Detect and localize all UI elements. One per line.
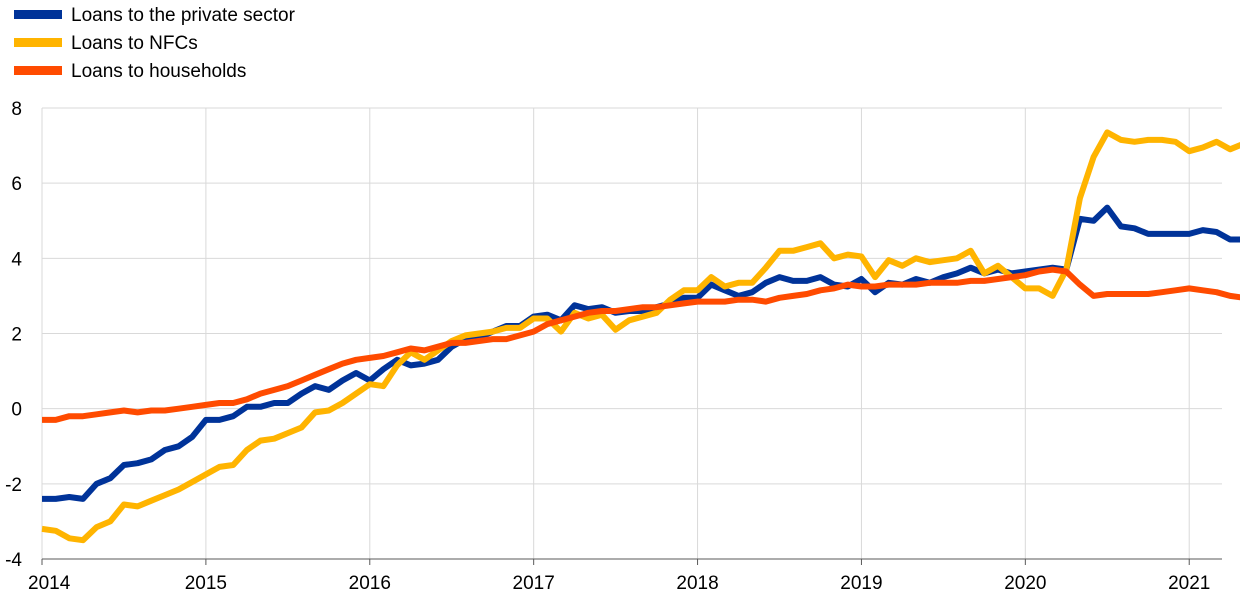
y-tick-label: 4 bbox=[11, 249, 22, 270]
series-line-1 bbox=[42, 204, 1240, 502]
x-tick-label: 2020 bbox=[1004, 573, 1046, 594]
legend: Loans to the private sector Loans to NFCs… bbox=[14, 5, 296, 82]
x-tick-label: 2021 bbox=[1168, 573, 1210, 594]
series-line-3 bbox=[42, 266, 1240, 423]
legend-label: Loans to NFCs bbox=[71, 33, 198, 54]
x-tick-label: 2019 bbox=[840, 573, 882, 594]
y-tick-label: 2 bbox=[11, 325, 22, 346]
y-tick-label: -4 bbox=[5, 550, 22, 571]
y-tick-label: -2 bbox=[5, 475, 22, 496]
legend-label: Loans to households bbox=[71, 61, 246, 82]
x-tick-label: 2016 bbox=[349, 573, 391, 594]
axes: -4 -2 0 2 4 6 8 2014 2015 2016 2017 2018 2019 2020 202… bbox=[5, 99, 1222, 594]
y-tick-label: 0 bbox=[11, 400, 22, 421]
legend-swatch bbox=[14, 10, 62, 19]
series-layer bbox=[41, 129, 1240, 544]
legend-swatch bbox=[14, 38, 62, 47]
x-tick-label: 2018 bbox=[676, 573, 718, 594]
grid bbox=[41, 107, 1222, 560]
series-line-2 bbox=[41, 129, 1240, 544]
y-tick-label: 6 bbox=[11, 174, 22, 195]
x-tick-label: 2014 bbox=[28, 573, 71, 594]
legend-swatch bbox=[14, 66, 62, 75]
y-tick-label: 8 bbox=[11, 99, 22, 120]
legend-label: Loans to the private sector bbox=[71, 5, 296, 26]
x-tick-label: 2017 bbox=[513, 573, 555, 594]
x-tick-label: 2015 bbox=[185, 573, 227, 594]
